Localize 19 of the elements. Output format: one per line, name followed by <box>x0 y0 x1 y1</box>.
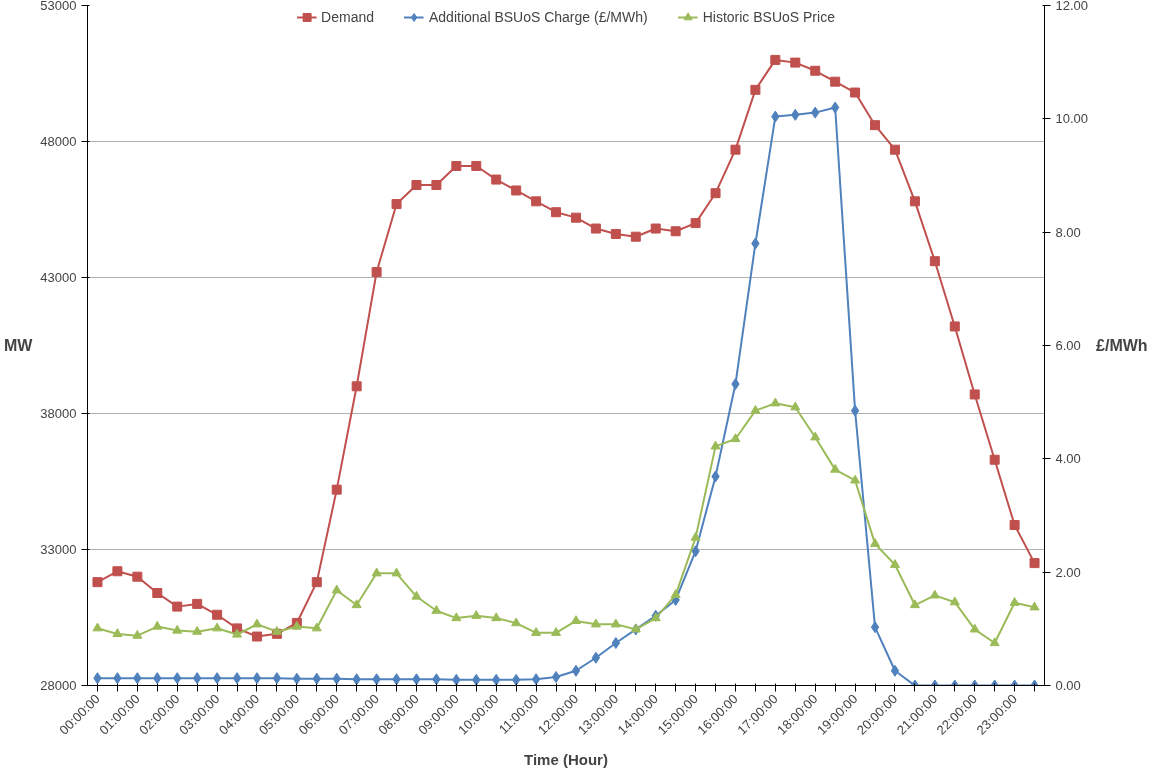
y-tick-label: 48000 <box>40 134 77 149</box>
y2-tick-label: 0.00 <box>1055 678 1081 693</box>
y2-tick-label: 8.00 <box>1055 224 1081 240</box>
y-tick-label: 53000 <box>40 0 77 13</box>
y2-tick-label: 6.00 <box>1055 338 1081 353</box>
x-axis-title: Time (Hour) <box>524 750 608 768</box>
legend-label: Additional BSUoS Charge (£/MWh) <box>429 9 648 25</box>
y-axis-title: MW <box>3 337 34 354</box>
y2-tick-label: 12.00 <box>1055 0 1089 13</box>
y-tick-label: 38000 <box>40 406 77 421</box>
y2-axis-title: £/MWh <box>1096 337 1148 354</box>
y-tick-label: 33000 <box>40 542 77 557</box>
legend-label: Demand <box>321 9 374 25</box>
y-tick-label: 43000 <box>40 270 77 285</box>
y-tick-label: 28000 <box>40 678 77 693</box>
y2-tick-label: 4.00 <box>1055 451 1081 467</box>
y2-tick-label: 2.00 <box>1055 564 1081 580</box>
y2-tick-label: 10.00 <box>1055 111 1089 127</box>
legend-label: Historic BSUoS Price <box>702 9 835 25</box>
